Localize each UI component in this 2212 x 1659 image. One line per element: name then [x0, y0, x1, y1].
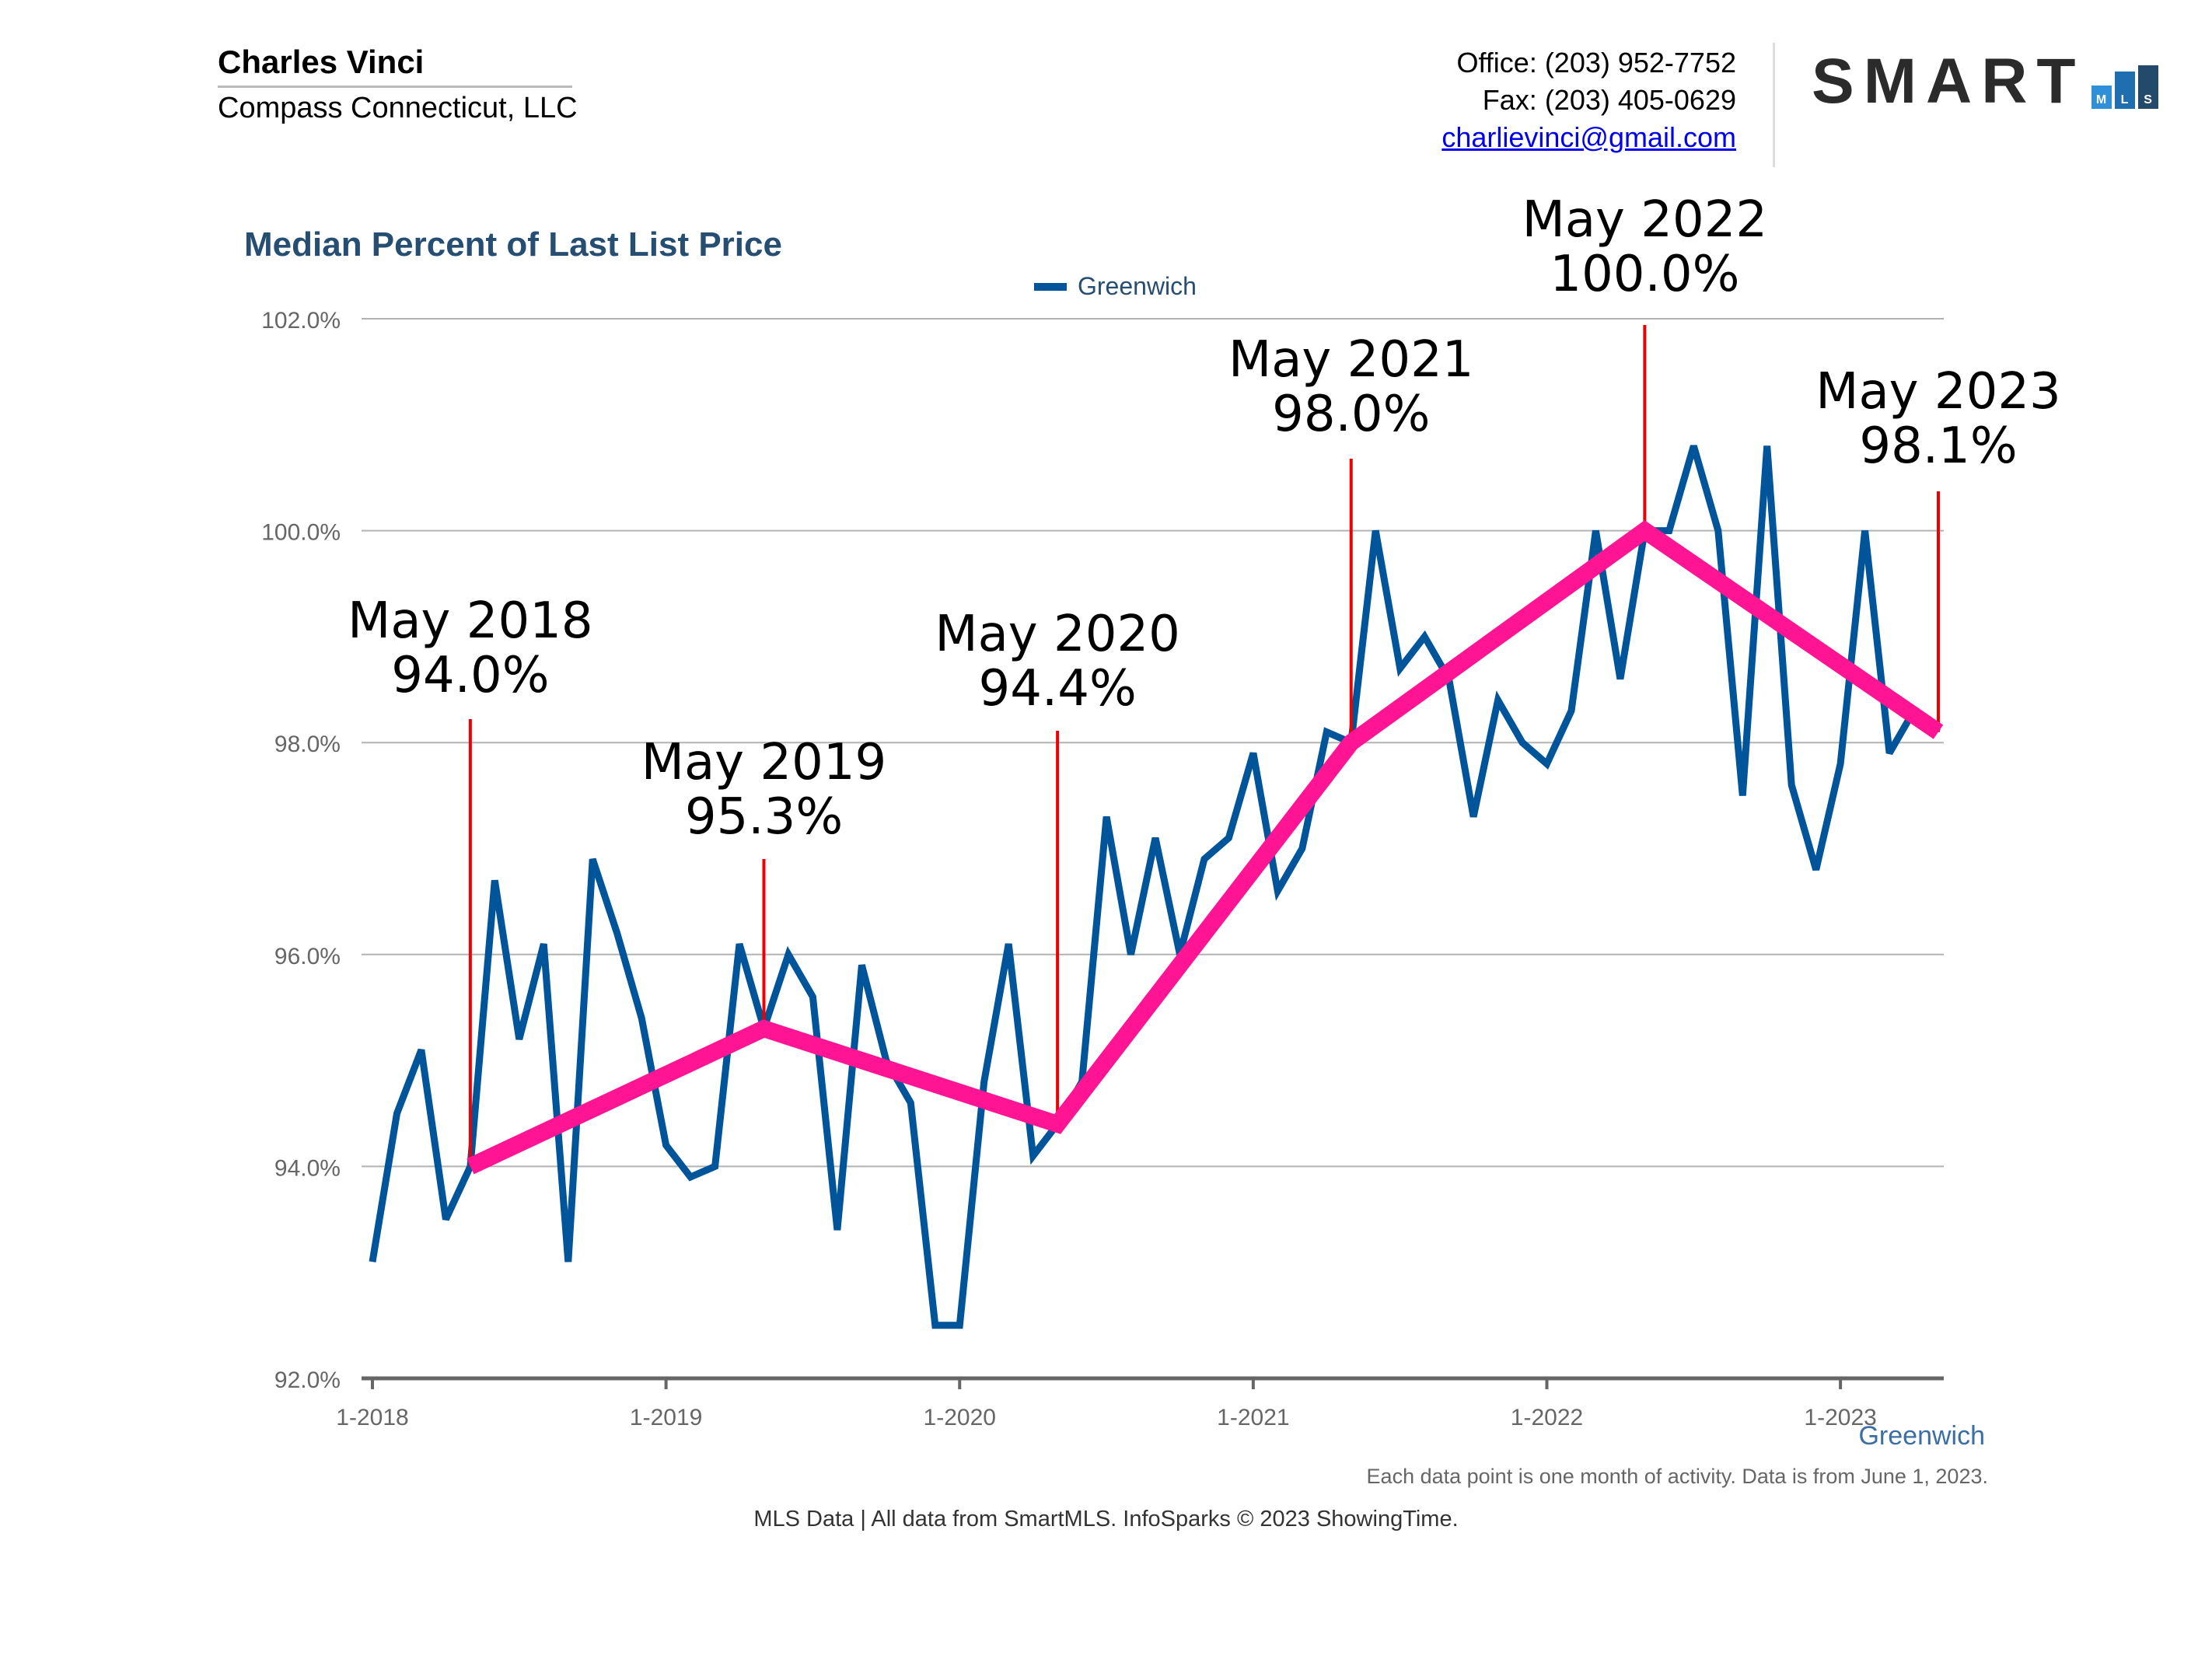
data-footnote: Each data point is one month of activity… — [1366, 1465, 1988, 1488]
annotation-value-label: 100.0% — [1550, 246, 1739, 303]
x-tick-label: 1-2020 — [924, 1405, 996, 1430]
x-tick-label: 1-2021 — [1217, 1405, 1289, 1430]
annotation-date-label: May 2020 — [935, 606, 1180, 663]
region-label: Greenwich — [1858, 1421, 1985, 1451]
annotation-value-label: 95.3% — [685, 788, 843, 846]
header-divider — [1773, 43, 1775, 167]
legend-label: Greenwich — [1078, 272, 1197, 300]
series-line-trend — [467, 520, 1944, 1175]
y-tick-label: 94.0% — [274, 1155, 341, 1181]
smartmls-logo: SMART M L S — [1812, 46, 2158, 117]
annotation-date-label: May 2022 — [1522, 191, 1768, 249]
y-tick-label: 96.0% — [274, 944, 341, 969]
logo-bars: M L S — [2088, 65, 2158, 109]
legend-swatch — [1034, 282, 1067, 291]
credits: MLS Data | All data from SmartMLS. InfoS… — [753, 1507, 1459, 1532]
chart-title: Median Percent of Last List Price — [244, 225, 782, 264]
axes: 92.0% 94.0% 96.0% 98.0% 100.0% 102.0% 1-2018 1-… — [261, 308, 1944, 1430]
chart-legend: Greenwich — [1034, 272, 1197, 301]
logo-bar-s: S — [2137, 65, 2158, 109]
annotation-date-label: May 2021 — [1228, 331, 1474, 389]
agent-name: Charles Vinci — [218, 44, 425, 80]
annotation-value-label: 94.4% — [978, 660, 1136, 718]
email-link[interactable]: charlievinci@gmail.com — [1441, 121, 1736, 153]
y-tick-label: 98.0% — [274, 732, 341, 757]
logo-bar-l: L — [2114, 72, 2135, 109]
x-tick-label: 1-2022 — [1511, 1405, 1583, 1430]
annotation-value-label: 98.1% — [1859, 417, 2017, 475]
annotation-date-label: May 2019 — [641, 734, 887, 791]
y-tick-label: 100.0% — [261, 520, 341, 546]
logo-bar-m: M — [2091, 86, 2112, 109]
annotation-date-label: May 2023 — [1815, 363, 2061, 421]
annotation-value-label: 94.0% — [391, 647, 549, 704]
x-tick-label: 1-2018 — [336, 1405, 408, 1430]
y-tick-label: 92.0% — [274, 1367, 341, 1393]
x-tick-label: 1-2019 — [630, 1405, 702, 1430]
fax-number: Fax: (203) 405-0629 — [1482, 84, 1736, 116]
annotation-date-label: May 2018 — [348, 592, 593, 650]
x-tick-label: 1-2023 — [1804, 1405, 1876, 1430]
agent-company: Compass Connecticut, LLC — [218, 92, 578, 124]
series-line-greenwich — [369, 445, 1941, 1329]
annotation-value-label: 98.0% — [1272, 386, 1430, 443]
logo-wordmark: SMART — [1812, 46, 2085, 117]
y-tick-label: 102.0% — [261, 308, 341, 334]
series-lines — [369, 445, 1941, 1329]
agent-divider — [218, 86, 572, 88]
grid-lines — [362, 318, 1944, 1168]
office-phone: Office: (203) 952-7752 — [1456, 47, 1736, 79]
